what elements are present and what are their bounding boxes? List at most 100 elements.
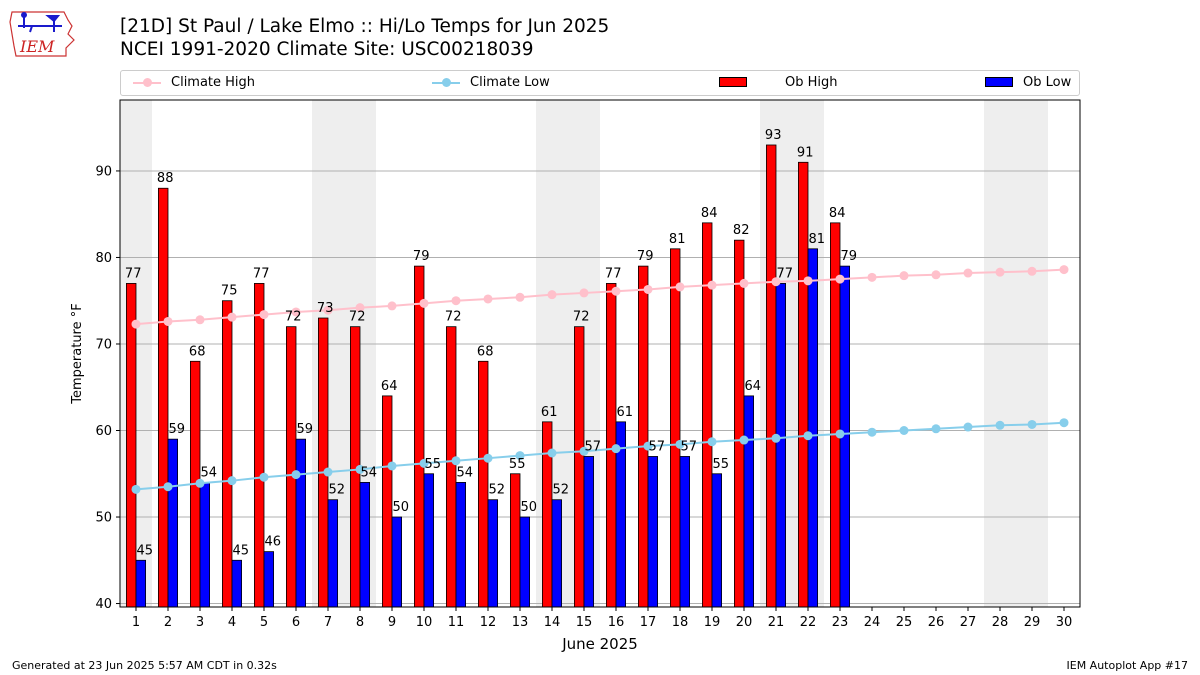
ob-low-bar — [167, 438, 179, 608]
climate-high-point — [163, 316, 173, 326]
chart-subtitle: NCEI 1991-2020 Climate Site: USC00218039 — [120, 39, 534, 60]
logo-text: IEM — [19, 37, 55, 56]
legend-label: Ob Low — [1023, 75, 1072, 90]
x-tick-label: 18 — [672, 615, 689, 630]
ob-low-label: 59 — [297, 422, 314, 437]
climate-high-point — [963, 268, 973, 278]
x-tick-label: 25 — [896, 615, 913, 630]
ob-high-label: 79 — [637, 249, 654, 264]
climate-low-point — [547, 448, 557, 458]
climate-high-point — [707, 280, 717, 290]
ob-high-bar — [413, 265, 425, 608]
x-tick-label: 13 — [512, 615, 529, 630]
climate-high-point — [675, 282, 685, 292]
climate-high-point — [451, 296, 461, 306]
climate-low-point — [131, 484, 141, 494]
x-tick-label: 29 — [1024, 615, 1041, 630]
ob-low-bar — [487, 499, 499, 608]
climate-high-point — [995, 267, 1005, 277]
x-tick-label: 30 — [1056, 615, 1073, 630]
x-tick-label: 12 — [480, 615, 497, 630]
climate-high-point — [515, 292, 525, 302]
ob-high-label: 75 — [221, 284, 238, 299]
legend-bar-swatch — [719, 77, 747, 87]
weather-instruments-icon — [18, 12, 62, 33]
legend-marker-swatch — [143, 78, 152, 87]
ob-high-label: 93 — [765, 128, 782, 143]
climate-low-point — [899, 426, 909, 436]
plot-frame — [119, 99, 1081, 608]
climate-low-point — [355, 464, 365, 474]
x-tick-label: 9 — [388, 615, 396, 630]
ob-high-label: 72 — [285, 310, 302, 325]
ob-low-label: 54 — [457, 465, 474, 480]
ob-low-bar — [583, 456, 595, 608]
ob-high-label: 84 — [701, 206, 718, 221]
iem-logo: IEM — [9, 11, 75, 57]
ob-low-bar — [135, 559, 147, 608]
x-tick-label: 11 — [448, 615, 465, 630]
climate-high-point — [355, 303, 365, 313]
ob-high-bar — [126, 283, 137, 608]
x-axis-label: June 2025 — [561, 635, 638, 653]
climate-low-point — [995, 420, 1005, 430]
y-tick-label: 60 — [95, 424, 112, 439]
x-tick-label: 10 — [416, 615, 433, 630]
legend-label: Climate High — [171, 75, 256, 90]
ob-low-label: 64 — [745, 379, 762, 394]
y-tick-label: 90 — [95, 164, 112, 179]
climate-high-point — [803, 276, 813, 286]
ob-low-label: 50 — [521, 500, 538, 515]
climate-low-point — [227, 476, 237, 486]
x-tick-label: 4 — [228, 615, 236, 630]
x-tick-label: 21 — [768, 615, 785, 630]
climate-low-point — [643, 441, 653, 451]
climate-high-point — [867, 272, 877, 282]
climate-high-point — [739, 278, 749, 288]
x-tick-label: 2 — [164, 615, 172, 630]
ob-high-bar — [702, 222, 713, 608]
ob-low-label: 45 — [137, 543, 154, 558]
ob-low-label: 52 — [489, 483, 506, 498]
x-tick-label: 8 — [356, 615, 364, 630]
ob-low-label: 77 — [777, 266, 794, 281]
climate-high-point — [195, 315, 205, 325]
x-tick-label: 3 — [196, 615, 204, 630]
climate-low-point — [483, 453, 493, 463]
legend-label: Ob High — [785, 75, 838, 90]
x-tick-label: 15 — [576, 615, 593, 630]
ob-high-bar — [670, 248, 681, 608]
ob-high-label: 77 — [125, 266, 142, 281]
ob-high-bar — [574, 326, 585, 608]
x-tick-label: 20 — [736, 615, 753, 630]
climate-high-point — [291, 307, 301, 317]
ob-high-bar — [798, 161, 809, 608]
climate-low-point — [259, 472, 269, 482]
ob-low-bar — [519, 516, 531, 608]
ob-low-bar — [455, 482, 467, 608]
ob-low-bar — [711, 473, 723, 608]
x-tick-label: 24 — [864, 615, 881, 630]
climate-low-point — [291, 470, 301, 480]
x-tick-label: 23 — [832, 615, 849, 630]
climate-high-point — [483, 294, 493, 304]
ob-high-label: 73 — [317, 301, 334, 316]
climate-low-point — [675, 439, 685, 449]
ob-low-bar — [295, 438, 307, 608]
climate-high-line — [135, 268, 1065, 326]
climate-high-point — [771, 277, 781, 287]
climate-high-point — [1059, 265, 1069, 275]
ob-high-bar — [734, 239, 745, 608]
climate-low-point — [451, 456, 461, 466]
ob-high-label: 64 — [381, 379, 398, 394]
ob-high-bar — [253, 283, 265, 608]
x-tick-label: 19 — [704, 615, 721, 630]
x-tick-label: 5 — [260, 615, 268, 630]
ob-high-bar — [477, 360, 489, 608]
ob-high-label: 79 — [413, 249, 430, 264]
ob-high-label: 72 — [349, 310, 366, 325]
climate-high-point — [547, 290, 557, 300]
ob-high-label: 72 — [445, 310, 462, 325]
ob-low-label: 55 — [713, 457, 730, 472]
